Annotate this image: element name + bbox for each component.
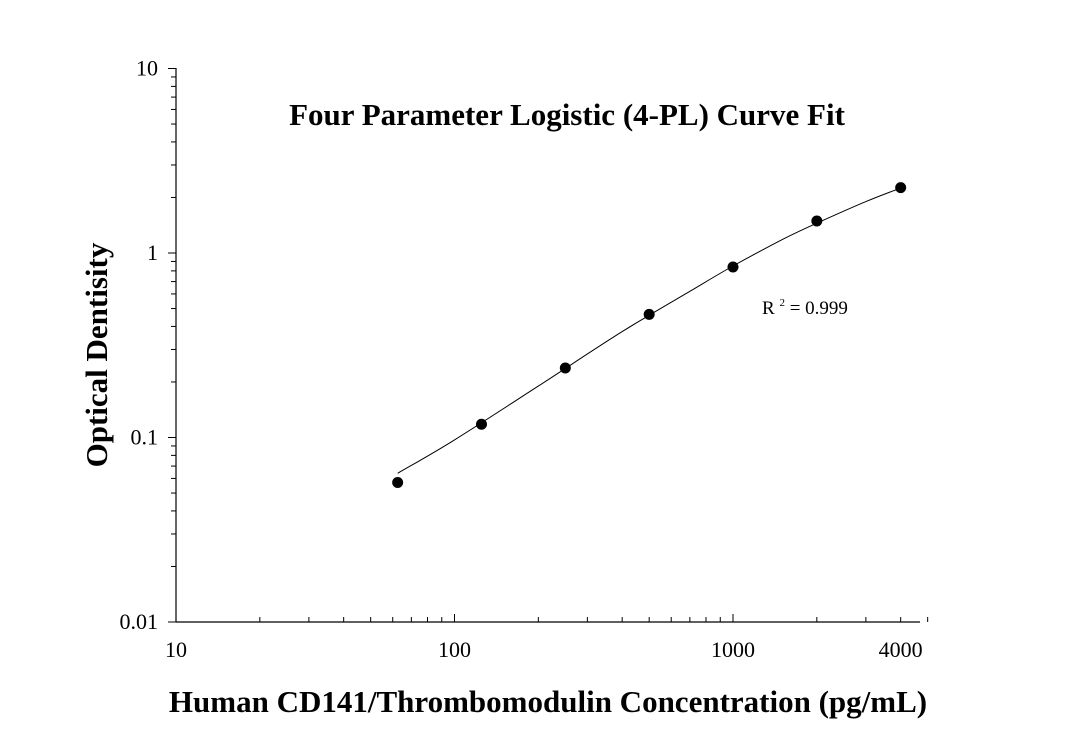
y-tick-label: 1 bbox=[147, 240, 158, 265]
y-tick-label: 0.01 bbox=[120, 609, 159, 634]
r-squared-base: R bbox=[762, 298, 775, 319]
y-tick-label: 0.1 bbox=[131, 425, 159, 450]
r-squared-value: = 0.999 bbox=[790, 298, 848, 319]
data-points bbox=[392, 182, 907, 489]
x-axis-title: Human CD141/Thrombomodulin Concentration… bbox=[169, 684, 927, 719]
y-tick-label: 10 bbox=[136, 56, 158, 81]
y-axis-title: Optical Dentisity bbox=[79, 242, 114, 467]
x-tick-label: 4000 bbox=[879, 637, 923, 662]
x-tick-label: 1000 bbox=[711, 637, 755, 662]
data-point bbox=[643, 308, 655, 320]
data-point bbox=[811, 215, 823, 227]
data-point bbox=[392, 477, 404, 489]
r-squared-superscript: 2 bbox=[779, 297, 785, 309]
r-squared-annotation: R 2 = 0.999 bbox=[762, 290, 848, 319]
data-point bbox=[895, 182, 907, 194]
chart-title: Four Parameter Logistic (4-PL) Curve Fit bbox=[289, 97, 846, 132]
data-point bbox=[727, 261, 739, 273]
x-tick-label: 100 bbox=[438, 637, 471, 662]
x-tick-label: 10 bbox=[165, 637, 187, 662]
data-point bbox=[559, 362, 571, 374]
data-point bbox=[475, 418, 487, 430]
fit-curve-line bbox=[397, 187, 901, 474]
